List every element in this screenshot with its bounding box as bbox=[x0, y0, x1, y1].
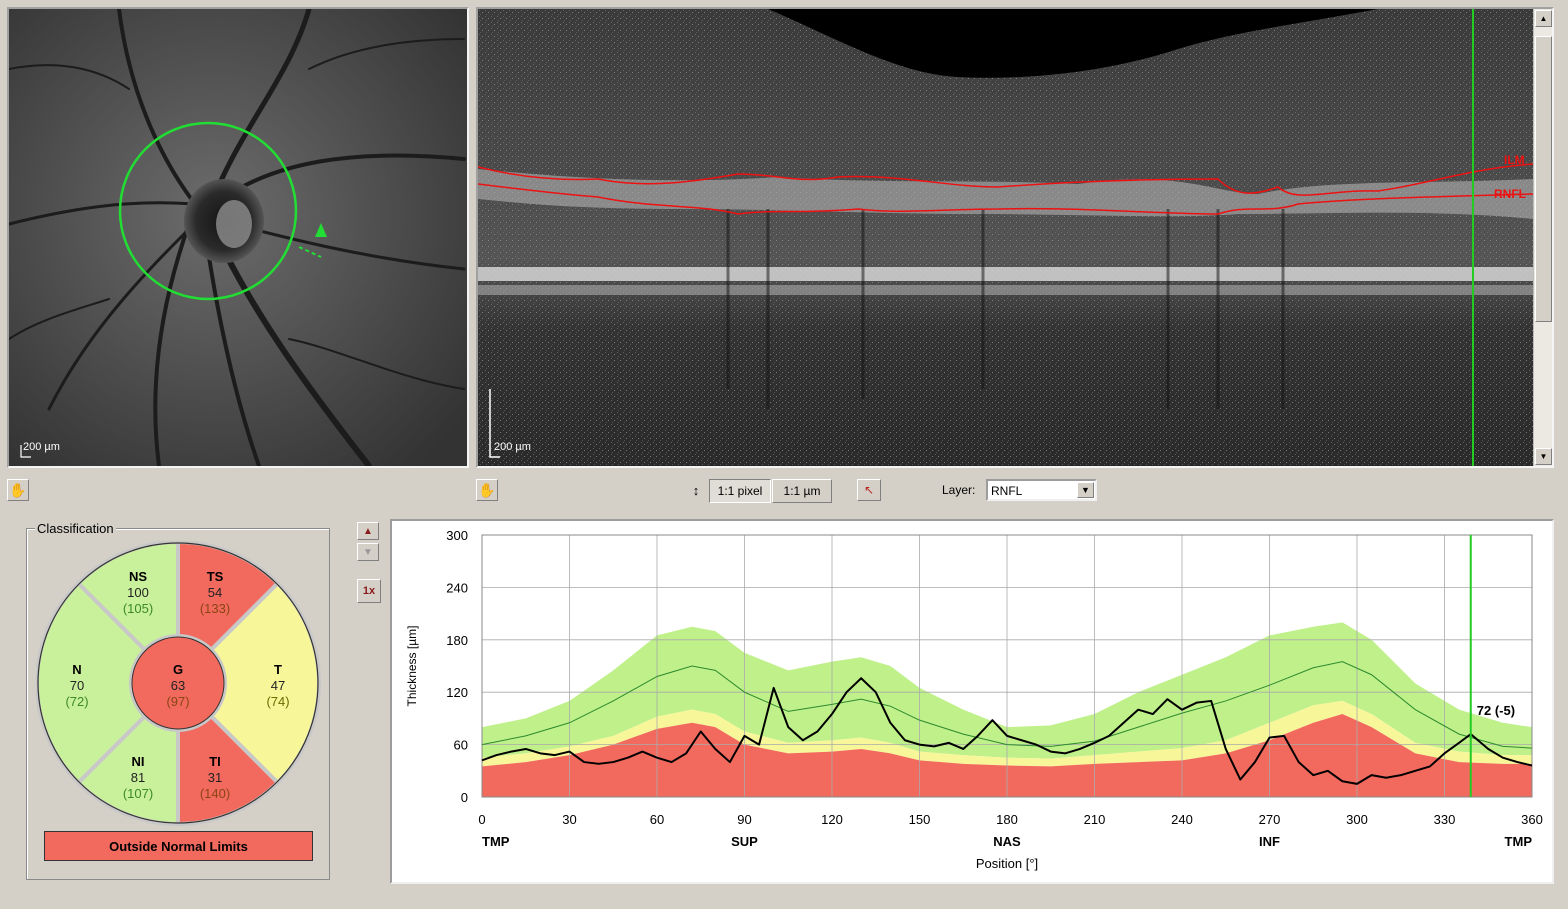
sector-label: T bbox=[274, 662, 282, 677]
x-tick-label: 90 bbox=[737, 812, 751, 827]
sector-value: 54 bbox=[208, 585, 222, 600]
x-tick-label: 300 bbox=[1346, 812, 1368, 827]
cursor-edit-icon: ↖ bbox=[863, 483, 875, 497]
sector-value: 70 bbox=[70, 678, 84, 693]
y-tick-label: 180 bbox=[446, 633, 468, 648]
fundus-image[interactable]: 200 µm bbox=[7, 7, 469, 468]
sector-axis-label: INF bbox=[1259, 834, 1280, 849]
bscan-pan-button[interactable]: ✋ bbox=[476, 479, 498, 501]
x-tick-label: 270 bbox=[1259, 812, 1281, 827]
sector-g bbox=[131, 636, 225, 730]
sector-t bbox=[208, 580, 321, 786]
cursor-value-label: 72 (-5) bbox=[1477, 703, 1515, 718]
pixel-scale-button[interactable]: 1:1 pixel bbox=[709, 479, 771, 503]
stretch-vertical-button[interactable]: ↕ bbox=[686, 479, 706, 501]
y-tick-label: 240 bbox=[446, 580, 468, 595]
sector-value: 81 bbox=[131, 770, 145, 785]
x-tick-label: 150 bbox=[909, 812, 931, 827]
sector-value: 31 bbox=[208, 770, 222, 785]
sector-label: NI bbox=[132, 754, 145, 769]
sector-normal-value: (105) bbox=[123, 601, 153, 616]
vitreous-region bbox=[768, 9, 1378, 78]
x-tick-label: 330 bbox=[1434, 812, 1456, 827]
rnfl-label: RNFL bbox=[1494, 187, 1526, 201]
sector-normal-value: (133) bbox=[200, 601, 230, 616]
sector-axis-label: NAS bbox=[993, 834, 1021, 849]
sector-ns bbox=[75, 541, 180, 653]
scroll-thumb[interactable] bbox=[1535, 36, 1552, 322]
x-tick-label: 240 bbox=[1171, 812, 1193, 827]
scan-circle bbox=[118, 121, 298, 301]
sector-label: TI bbox=[209, 754, 221, 769]
x-tick-label: 60 bbox=[650, 812, 664, 827]
sector-axis-label: TMP bbox=[482, 834, 510, 849]
sector-ti bbox=[176, 713, 281, 827]
y-tick-label: 0 bbox=[461, 790, 468, 805]
ilm-line bbox=[478, 163, 1534, 196]
layer-edit-button[interactable]: ↖ bbox=[857, 479, 881, 501]
sector-normal-value: (140) bbox=[200, 786, 230, 801]
sector-axis-label: TMP bbox=[1505, 834, 1533, 849]
x-tick-label: 360 bbox=[1521, 812, 1543, 827]
y-tick-label: 120 bbox=[446, 685, 468, 700]
zoom-level-button[interactable]: 1x bbox=[357, 579, 381, 603]
sector-normal-value: (97) bbox=[166, 694, 189, 709]
layer-select-value: RNFL bbox=[991, 484, 1023, 498]
normal-mean-line bbox=[481, 661, 1533, 749]
x-tick-label: 120 bbox=[821, 812, 843, 827]
layer-label: Layer: bbox=[942, 483, 976, 497]
x-tick-label: 210 bbox=[1084, 812, 1106, 827]
fundus-scale-label: 200 µm bbox=[23, 441, 60, 453]
bscan-scrollbar[interactable]: ▲ ▼ bbox=[1533, 9, 1552, 466]
layer-select[interactable]: RNFL ▼ bbox=[986, 479, 1097, 501]
sector-normal-value: (107) bbox=[123, 786, 153, 801]
scroll-down-button[interactable]: ▼ bbox=[1535, 448, 1552, 465]
scroll-up-button[interactable]: ▲ bbox=[1535, 10, 1552, 27]
zoom-out-button[interactable]: ▼ bbox=[357, 543, 379, 561]
series-line-rnfl bbox=[481, 677, 1533, 785]
x-tick-label: 0 bbox=[478, 812, 485, 827]
hand-icon: ✋ bbox=[478, 481, 496, 498]
classification-title: Classification bbox=[35, 521, 116, 536]
sector-label: TS bbox=[207, 569, 224, 584]
chevron-down-icon[interactable]: ▼ bbox=[1077, 482, 1094, 498]
bscan-scale-label: 200 µm bbox=[494, 441, 531, 453]
sector-normal-value: (74) bbox=[266, 694, 289, 709]
rnfl-line bbox=[478, 183, 1534, 215]
classification-group bbox=[26, 528, 330, 880]
thickness-chart: 72 (-5) 0 30 60 90 120 150 180 210 240 270 300 330 36… bbox=[405, 528, 1543, 871]
sector-n bbox=[36, 580, 148, 786]
triangle-up-icon: ▲ bbox=[363, 525, 373, 537]
triangle-down-icon: ▼ bbox=[363, 546, 373, 558]
sector-value: 100 bbox=[127, 585, 149, 600]
y-tick-label: 300 bbox=[446, 528, 468, 543]
y-axis-title: Thickness [µm] bbox=[405, 626, 419, 707]
vertical-resize-icon: ↕ bbox=[692, 482, 700, 498]
sector-value: 47 bbox=[271, 678, 285, 693]
x-tick-label: 180 bbox=[996, 812, 1018, 827]
ilm-label: ILM bbox=[1504, 153, 1525, 167]
thickness-chart-panel[interactable]: 72 (-5) 0 30 60 90 120 150 180 210 240 270 300 330 36… bbox=[390, 519, 1554, 884]
sector-value: 63 bbox=[171, 678, 185, 693]
sector-normal-value: (72) bbox=[65, 694, 88, 709]
sector-label: N bbox=[72, 662, 81, 677]
sector-axis-label: SUP bbox=[731, 834, 758, 849]
fundus-pan-button[interactable]: ✋ bbox=[7, 479, 29, 501]
y-tick-label: 60 bbox=[454, 738, 468, 753]
status-badge: Outside Normal Limits bbox=[44, 831, 313, 861]
sector-label: G bbox=[173, 662, 183, 677]
fundus-canvas bbox=[9, 9, 467, 466]
bscan-canvas: ILM RNFL bbox=[478, 9, 1534, 466]
bscan-image[interactable]: ILM RNFL 200 µm bbox=[476, 7, 1554, 468]
micron-scale-button[interactable]: 1:1 µm bbox=[772, 479, 832, 503]
sector-ts bbox=[176, 541, 281, 653]
x-axis-title: Position [°] bbox=[976, 856, 1038, 871]
hand-icon: ✋ bbox=[9, 481, 27, 498]
x-tick-label: 30 bbox=[562, 812, 576, 827]
sector-label: NS bbox=[129, 569, 147, 584]
scan-direction-arrow bbox=[315, 223, 327, 237]
sector-ni bbox=[75, 713, 180, 827]
zoom-in-button[interactable]: ▲ bbox=[357, 522, 379, 540]
